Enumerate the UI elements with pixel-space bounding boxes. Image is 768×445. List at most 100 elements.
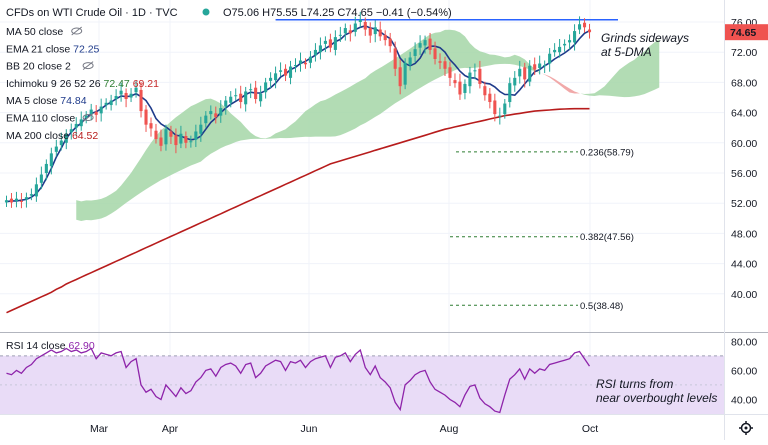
candle-body [338,34,342,36]
candle-body [538,63,542,69]
candle-body [9,198,14,203]
candle-body [363,22,367,30]
cloud-bull [76,29,540,221]
indicator-label[interactable]: BB 20 close 2 [6,61,71,73]
eye-outline [82,62,94,70]
candle-body [164,129,168,145]
candle-body [478,68,482,84]
candle-body [109,100,113,106]
eye-slash [71,26,83,36]
candle-body [468,72,472,87]
price-tick-label: 44.00 [731,259,757,271]
candle-body [119,90,123,95]
symbol-title[interactable]: CFDs on WTI Crude Oil · 1D · TVC [6,7,178,19]
candle-body [433,48,437,59]
candle-body [29,194,33,196]
candle-body [568,40,572,43]
candle-body [463,83,467,93]
indicator-label[interactable]: Ichimoku 9 26 52 26 72.47 69.21 [6,78,159,90]
candle-body [528,65,532,82]
market-status-icon[interactable] [202,8,210,16]
candle-body [548,53,552,64]
price-tick-label: 60.00 [731,138,757,150]
candle-body [298,60,303,64]
candle-body [493,100,497,115]
ma200-line [6,107,590,314]
candle-body [64,133,68,143]
candle-body [553,49,557,53]
candle-body [269,77,273,81]
candle-body [84,115,88,118]
indicator-value: 64.52 [72,130,98,142]
settings-gear-icon[interactable] [739,421,753,435]
candle-body [74,123,78,128]
candle-body [239,93,243,103]
indicator-label[interactable]: MA 50 close [6,26,63,38]
candle-body [254,87,258,100]
candle-body [503,103,507,115]
indicator-value: 69.21 [133,78,159,90]
time-tick-label: Oct [582,423,598,435]
rsi-tick-label: 60.00 [731,365,757,377]
last-price-label: 74.65 [730,27,756,39]
candle-body [577,24,582,30]
hidden-eye-icon[interactable] [82,61,94,70]
candle-body [453,80,457,84]
candle-body [543,65,547,67]
eye-slash [82,61,94,70]
indicator-value: 72.25 [73,43,99,55]
rsi-panel: RSI 14 close 62.90 [0,340,724,414]
hidden-eye-icon[interactable] [71,26,83,36]
indicator-legend: MA 50 close EMA 21 close 72.25 BB 20 clo… [6,26,159,142]
candle-body [184,136,188,143]
annotation-line: near overbought levels [596,391,717,405]
candle-body [343,28,347,34]
candle-body [279,70,283,72]
candle-body [169,131,173,137]
candle-body [348,30,352,34]
candle-body [373,27,377,35]
candle-body [229,96,233,103]
candle-body [428,38,432,50]
cloud-bull [579,38,660,98]
candle-body [44,163,48,173]
candle-body [368,28,372,36]
price-tick-label: 72.00 [731,47,757,59]
candle-body [323,40,327,44]
candle-body [293,65,298,67]
candle-body [99,106,103,114]
price-tick-label: 64.00 [731,108,757,120]
time-tick-label: Jun [301,423,318,435]
hidden-eye-icon[interactable] [82,113,94,122]
indicator-label[interactable]: MA 5 close 74.84 [6,95,87,107]
candle-body [288,66,293,78]
indicator-value: 74.84 [60,95,86,107]
candlesticks [4,11,592,209]
fib-level-label: 0.382(47.56) [580,232,634,243]
fib-level-label: 0.236(58.79) [580,147,634,158]
indicator-value: 72.47 [103,78,132,90]
indicator-label[interactable]: EMA 21 close 72.25 [6,43,100,55]
candle-body [393,48,397,69]
candle-body [4,200,9,203]
candle-body [234,95,238,97]
price-annotation: Grinds sideways at 5-DMA [601,31,689,59]
candle-body [508,83,512,103]
candle-body [34,184,38,197]
fibonacci-levels: 0.236(58.79) 0.382(47.56) 0.5(38.48) [450,147,634,312]
indicator-label[interactable]: MA 200 close 64.52 [6,130,98,142]
candle-body [24,197,28,200]
eye-outline [71,27,83,35]
candle-body [413,49,417,56]
candle-body [383,34,387,41]
candle-body [418,43,422,48]
candle-body [244,91,248,105]
indicator-label[interactable]: EMA 110 close [6,113,75,125]
candle-body [189,141,193,143]
price-tick-label: 40.00 [731,289,757,301]
candle-body [154,130,158,140]
candle-body [14,198,19,201]
candle-body [204,115,208,124]
